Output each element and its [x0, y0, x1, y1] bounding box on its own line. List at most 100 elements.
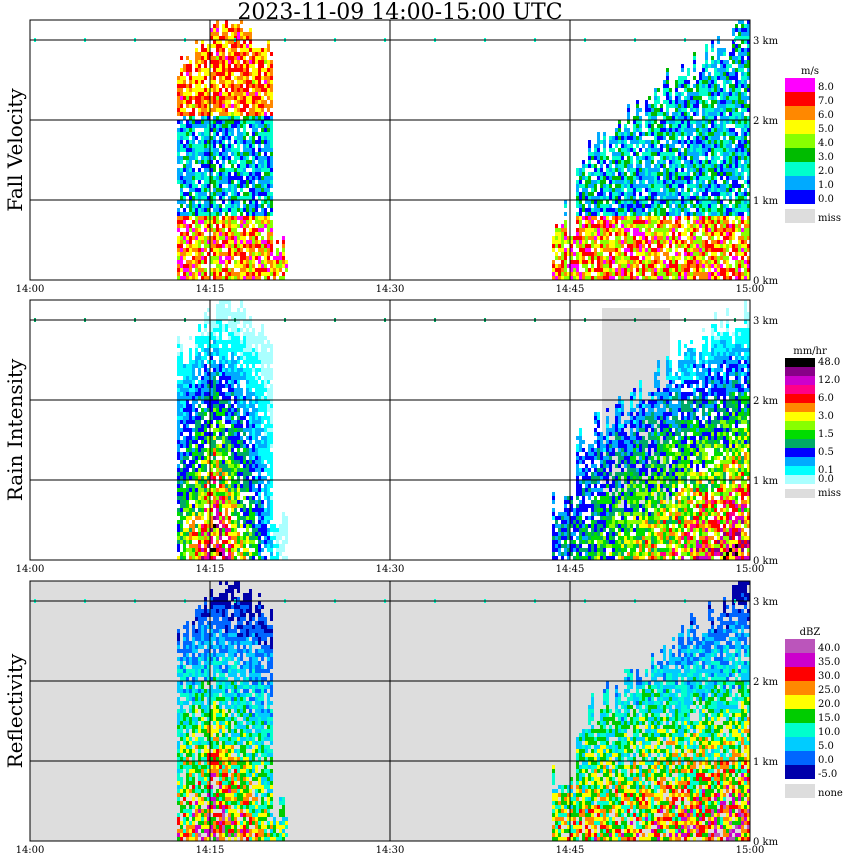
data-cell	[264, 88, 267, 92]
data-cell	[207, 392, 210, 396]
data-cell	[195, 480, 198, 484]
data-cell	[651, 172, 654, 176]
data-cell	[195, 96, 198, 100]
data-cell	[735, 248, 738, 252]
data-cell	[201, 220, 204, 224]
data-cell	[189, 272, 192, 276]
data-cell	[603, 228, 606, 232]
data-cell	[744, 120, 747, 124]
data-cell	[237, 84, 240, 88]
data-cell	[609, 160, 612, 164]
data-cell	[177, 472, 180, 476]
data-cell	[186, 96, 189, 100]
data-cell	[651, 140, 654, 144]
data-cell	[594, 168, 597, 172]
data-cell	[603, 232, 606, 236]
data-cell	[240, 164, 243, 168]
data-cell	[609, 240, 612, 244]
data-cell	[213, 40, 216, 44]
data-cell	[282, 256, 285, 260]
data-cell	[708, 176, 711, 180]
data-cell	[693, 148, 696, 152]
data-cell	[213, 256, 216, 260]
data-cell	[237, 92, 240, 96]
data-cell	[183, 200, 186, 204]
data-cell	[189, 172, 192, 176]
data-cell	[720, 220, 723, 224]
data-cell	[621, 192, 624, 196]
data-cell	[732, 44, 735, 48]
data-cell	[717, 124, 720, 128]
data-cell	[213, 544, 216, 548]
legend-swatch	[785, 92, 815, 106]
data-cell	[258, 148, 261, 152]
data-cell	[225, 224, 228, 228]
data-cell	[192, 488, 195, 492]
data-cell	[258, 68, 261, 72]
data-cell	[645, 216, 648, 220]
data-cell	[189, 260, 192, 264]
data-cell	[585, 200, 588, 204]
data-cell	[180, 384, 183, 388]
data-cell	[720, 272, 723, 276]
data-cell	[687, 128, 690, 132]
data-cell	[189, 364, 192, 368]
data-cell	[681, 76, 684, 80]
data-cell	[222, 224, 225, 228]
data-cell	[576, 272, 579, 276]
data-cell	[747, 204, 750, 208]
data-cell	[729, 276, 732, 280]
data-cell	[597, 272, 600, 276]
data-cell	[246, 160, 249, 164]
data-cell	[210, 360, 213, 364]
data-cell	[666, 120, 669, 124]
data-cell	[204, 544, 207, 548]
data-cell	[267, 252, 270, 256]
data-cell	[201, 348, 204, 352]
data-cell	[579, 184, 582, 188]
data-cell	[741, 196, 744, 200]
data-cell	[195, 212, 198, 216]
data-cell	[744, 116, 747, 120]
data-cell	[624, 268, 627, 272]
data-cell	[225, 420, 228, 424]
data-cell	[216, 372, 219, 376]
data-cell	[618, 156, 621, 160]
data-cell	[654, 212, 657, 216]
data-cell	[666, 176, 669, 180]
data-cell	[690, 100, 693, 104]
data-cell	[204, 488, 207, 492]
data-cell	[186, 412, 189, 416]
data-cell	[231, 160, 234, 164]
data-cell	[228, 204, 231, 208]
data-cell	[726, 104, 729, 108]
data-cell	[207, 508, 210, 512]
data-cell	[687, 212, 690, 216]
data-cell	[225, 344, 228, 348]
data-cell	[651, 248, 654, 252]
data-cell	[198, 224, 201, 228]
data-cell	[678, 104, 681, 108]
data-cell	[636, 256, 639, 260]
data-cell	[660, 160, 663, 164]
data-cell	[708, 84, 711, 88]
data-cell	[189, 544, 192, 548]
data-cell	[216, 84, 219, 88]
data-cell	[234, 92, 237, 96]
data-cell	[645, 240, 648, 244]
data-cell	[720, 264, 723, 268]
data-cell	[627, 164, 630, 168]
data-cell	[198, 448, 201, 452]
data-cell	[684, 256, 687, 260]
data-cell	[633, 152, 636, 156]
data-cell	[183, 488, 186, 492]
data-cell	[660, 156, 663, 160]
data-cell	[201, 408, 204, 412]
data-cell	[252, 188, 255, 192]
data-cell	[687, 224, 690, 228]
data-cell	[597, 244, 600, 248]
data-cell	[219, 400, 222, 404]
data-cell	[183, 424, 186, 428]
data-cell	[228, 532, 231, 536]
data-cell	[705, 168, 708, 172]
